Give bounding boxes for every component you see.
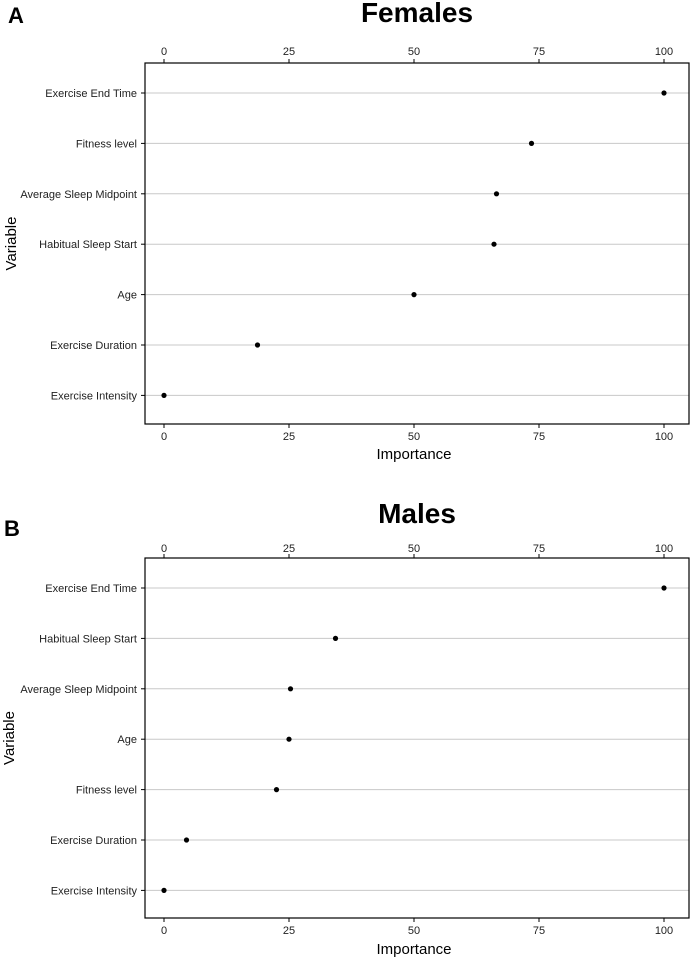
top-tick-label: 100 — [655, 543, 673, 555]
top-tick-label: 50 — [408, 46, 420, 58]
data-point — [287, 686, 294, 692]
plot-frame — [144, 557, 690, 919]
bottom-tick-label: 50 — [408, 925, 420, 937]
data-point — [491, 241, 497, 247]
top-tick-label: 25 — [283, 543, 295, 555]
top-tick-label: 100 — [655, 46, 673, 58]
top-tick-label: 75 — [533, 46, 545, 58]
category-label: Exercise End Time — [45, 88, 137, 100]
bottom-tick-label: 100 — [655, 925, 673, 937]
bottom-tick-label: 0 — [161, 925, 167, 937]
panel-label: B — [4, 516, 20, 541]
category-label: Habitual Sleep Start — [39, 633, 137, 645]
data-point — [273, 787, 280, 793]
category-label: Exercise Intensity — [51, 885, 138, 897]
bottom-tick-label: 50 — [408, 431, 420, 443]
bottom-tick-label: 75 — [533, 925, 545, 937]
category-label: Average Sleep Midpoint — [20, 684, 137, 696]
bottom-tick-label: 25 — [283, 925, 295, 937]
top-tick-label: 25 — [283, 46, 295, 58]
top-tick-label: 75 — [533, 543, 545, 555]
y-axis-title: Variable — [3, 217, 20, 271]
category-label: Habitual Sleep Start — [39, 239, 137, 251]
category-label: Exercise Duration — [50, 340, 137, 352]
x-axis-title: Importance — [376, 446, 451, 463]
plot-frame — [144, 62, 690, 425]
category-label: Fitness level — [76, 138, 137, 150]
panel-label: A — [8, 3, 24, 28]
data-point — [661, 90, 667, 96]
data-point — [528, 140, 535, 146]
chart-title: Males — [378, 498, 456, 529]
top-tick-label: 0 — [161, 543, 167, 555]
data-point — [661, 585, 667, 591]
category-label: Exercise End Time — [45, 583, 137, 595]
bottom-tick-label: 75 — [533, 431, 545, 443]
bottom-tick-label: 25 — [283, 431, 295, 443]
y-axis-title: Variable — [1, 711, 18, 765]
data-point — [161, 392, 167, 398]
data-point — [183, 837, 190, 843]
data-point — [493, 191, 500, 197]
data-point — [411, 292, 417, 298]
category-label: Age — [117, 734, 137, 746]
top-tick-label: 50 — [408, 543, 420, 555]
data-point — [254, 342, 261, 348]
bottom-tick-label: 100 — [655, 431, 673, 443]
category-label: Exercise Duration — [50, 835, 137, 847]
category-label: Exercise Intensity — [51, 390, 138, 402]
top-tick-label: 0 — [161, 46, 167, 58]
category-label: Fitness level — [76, 785, 137, 797]
data-point — [332, 635, 339, 642]
data-point — [286, 736, 292, 742]
chart-title: Females — [361, 0, 473, 28]
category-label: Average Sleep Midpoint — [20, 189, 137, 201]
category-label: Age — [117, 290, 137, 302]
x-axis-title: Importance — [376, 941, 451, 958]
data-point — [161, 887, 167, 894]
bottom-tick-label: 0 — [161, 431, 167, 443]
